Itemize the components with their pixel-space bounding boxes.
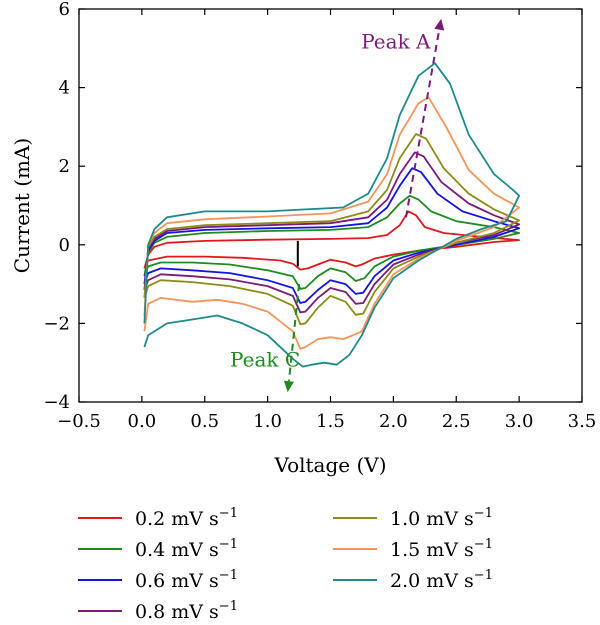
legend-unit-exponent: −1	[219, 537, 238, 552]
x-tick-label: 3.5	[568, 411, 597, 432]
x-tick-label: 2.5	[442, 411, 471, 432]
series-line-1	[143, 210, 520, 271]
annotation-arrow-1	[404, 29, 441, 218]
x-tick-label: 0.0	[128, 411, 157, 432]
annotations: Peak A Peak C	[230, 18, 445, 393]
y-tick-label: 0	[59, 235, 70, 256]
x-axis-label: Voltage (V)	[273, 453, 386, 477]
legend-label-4: 0.8 mV s−1	[135, 599, 238, 623]
y-tick-label: 4	[59, 78, 70, 99]
x-tick-label: −0.5	[57, 411, 101, 432]
y-tick-label: −2	[43, 313, 70, 334]
legend-label-3: 0.6 mV s−1	[135, 568, 238, 592]
legend-unit-exponent: −1	[474, 506, 493, 521]
legend-unit-exponent: −1	[474, 568, 493, 583]
series-line-5	[143, 133, 520, 326]
legend-unit-exponent: −1	[474, 537, 493, 552]
legend-label-5: 1.0 mV s−1	[390, 506, 493, 530]
series-line-3	[143, 167, 520, 304]
legend-unit-exponent: −1	[219, 568, 238, 583]
x-tick-label: 1.5	[316, 411, 345, 432]
annotation-arrowhead-2	[283, 380, 294, 393]
legend-unit-exponent: −1	[219, 506, 238, 521]
annotation-label-2: Peak C	[230, 348, 300, 372]
series-line-4	[143, 151, 520, 314]
legend-unit-exponent: −1	[219, 599, 238, 614]
y-axis-label: Current (mA)	[10, 138, 34, 273]
plot-frame	[78, 8, 583, 403]
annotation-arrowhead-1	[434, 18, 445, 31]
x-tick-label: 0.5	[190, 411, 219, 432]
y-axis: −4 −2 0 2 4 6	[43, 0, 582, 413]
x-axis: −0.5 0.0 0.5 1.0 1.5 2.0 2.5 3.0 3.5	[57, 9, 596, 432]
legend-label-2: 0.4 mV s−1	[135, 537, 238, 561]
legend-label-6: 1.5 mV s−1	[390, 537, 493, 561]
y-tick-label: −4	[43, 392, 70, 413]
annotation-arrow-2	[287, 283, 301, 382]
legend-label-7: 2.0 mV s−1	[390, 568, 493, 592]
legend: 0.2 mV s−1 0.4 mV s−1 0.6 mV s−1 0.8 mV s−1…	[78, 506, 493, 623]
x-tick-label: 3.0	[505, 411, 534, 432]
y-tick-label: 2	[59, 156, 70, 177]
annotation-label-1: Peak A	[361, 29, 431, 53]
x-tick-label: 2.0	[379, 411, 408, 432]
x-tick-label: 1.0	[253, 411, 282, 432]
y-tick-label: 6	[59, 0, 70, 20]
series-line-7	[143, 62, 520, 368]
legend-label-1: 0.2 mV s−1	[135, 506, 238, 530]
plot-curves	[143, 62, 520, 368]
